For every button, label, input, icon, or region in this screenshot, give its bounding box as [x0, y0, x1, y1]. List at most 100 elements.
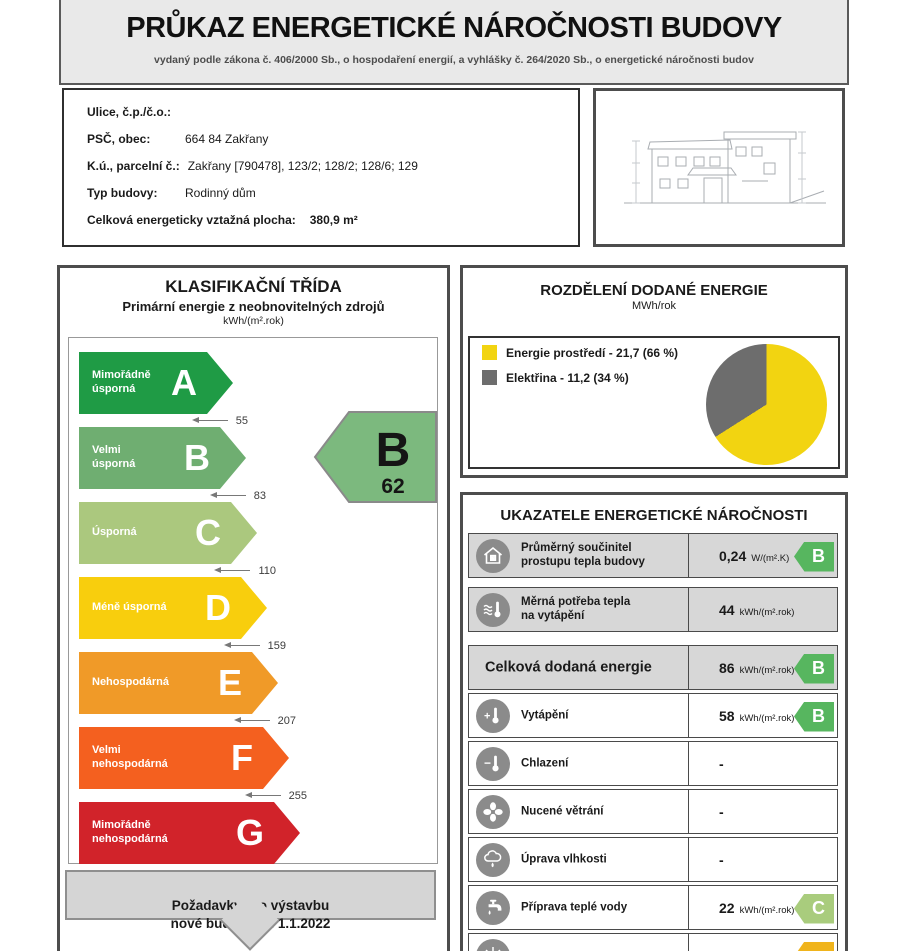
- building-drawing-box: [593, 88, 845, 247]
- svg-text:+: +: [484, 711, 490, 723]
- class-badge: C: [794, 893, 834, 924]
- info-row-city: PSČ, obec: 664 84 Zakřany: [87, 131, 578, 147]
- legend-swatch-gray: [482, 370, 497, 385]
- heating-icon: +: [476, 699, 510, 733]
- info-row-parcel: K.ú., parcelní č.: Zakřany [790478], 123…: [87, 158, 578, 174]
- cooling-icon: −: [476, 747, 510, 781]
- class-badge: B: [794, 701, 834, 732]
- class-badge: [794, 941, 834, 951]
- column-divider: [688, 838, 689, 881]
- humidity-icon: [476, 843, 510, 877]
- band-a-label: Mimořádně úsporná: [92, 369, 151, 395]
- threshold-255: 255: [79, 789, 307, 802]
- band-f: Velmi nehospodárná F: [79, 727, 289, 789]
- classification-unit: kWh/(m².rok): [223, 315, 284, 327]
- band-c-label: Úsporná: [92, 526, 137, 539]
- band-b-letter: B: [184, 437, 210, 478]
- indicator-row-heating: + Vytápění 58 kWh/(m².rok) B: [468, 693, 838, 738]
- indicator-row-ventilation: Nucené větrání -: [468, 789, 838, 834]
- column-divider: [688, 934, 689, 951]
- indicator-row-hot-water: Příprava teplé vody 22 kWh/(m².rok) C: [468, 885, 838, 930]
- rating-value: 62: [381, 475, 404, 498]
- column-divider: [688, 534, 689, 577]
- threshold-55: 55: [79, 414, 248, 427]
- indicator-row-heat-transfer: Průměrný součinitel prostupu tepla budov…: [468, 533, 838, 578]
- threshold-207: 207: [79, 714, 296, 727]
- pie-chart: [706, 344, 827, 465]
- legend-item-environment-energy: Energie prostředí - 21,7 (66 %): [482, 345, 678, 360]
- page-subtitle: vydaný podle zákona č. 406/2000 Sb., o h…: [154, 54, 754, 66]
- info-value: 380,9 m²: [309, 213, 358, 227]
- new-building-requirements-box: Požadavky pro výstavbu nové budovy od 1.…: [65, 870, 436, 951]
- band-e-label: Nehospodárná: [92, 676, 170, 689]
- class-badge: B: [794, 653, 834, 684]
- column-divider: [688, 790, 689, 833]
- info-row-street: Ulice, č.p./č.o.:: [87, 104, 578, 120]
- page-title: PRŮKAZ ENERGETICKÉ NÁROČNOSTI BUDOVY: [126, 12, 782, 44]
- building-info-box: Ulice, č.p./č.o.: PSČ, obec: 664 84 Zakř…: [62, 88, 580, 247]
- info-label: Ulice, č.p./č.o.:: [87, 105, 172, 119]
- classification-subtitle: Primární energie z neobnovitelných zdroj…: [122, 299, 385, 314]
- indicator-row-lighting: [468, 933, 838, 951]
- band-e: Nehospodárná E: [79, 652, 278, 714]
- class-badge: B: [794, 541, 834, 572]
- info-value: 664 84 Zakřany: [185, 132, 269, 146]
- band-g: Mimořádně nehospodárná G: [79, 802, 300, 864]
- band-d-label: Méně úsporná: [92, 601, 167, 614]
- classification-box: KLASIFIKAČNÍ TŘÍDA Primární energie z ne…: [57, 265, 450, 951]
- column-divider: [688, 742, 689, 785]
- column-divider: [688, 694, 689, 737]
- column-divider: [688, 886, 689, 929]
- band-c-letter: C: [195, 512, 221, 553]
- classification-scale: Mimořádně úsporná A 55 Velmi úsporná B 8…: [68, 337, 438, 864]
- info-label: PSČ, obec:: [87, 132, 151, 146]
- rating-arrow-shape: [313, 411, 437, 503]
- band-c: Úsporná C: [79, 502, 257, 564]
- pie-chart-panel: Energie prostředí - 21,7 (66 %) Elektřin…: [468, 336, 840, 469]
- left-arrow-icon: [214, 566, 251, 573]
- left-arrow-icon: [233, 716, 270, 723]
- info-value: Zakřany [790478], 123/2; 128/2; 128/6; 1…: [187, 159, 418, 173]
- indicators-title: UKAZATELE ENERGETICKÉ NÁROČNOSTI: [500, 507, 808, 524]
- threshold-83: 83: [79, 489, 266, 502]
- indicator-row-cooling: − Chlazení -: [468, 741, 838, 786]
- building-elevation-drawing: [624, 131, 826, 204]
- column-divider: [688, 646, 689, 689]
- band-f-label: Velmi nehospodárná: [92, 744, 168, 770]
- rating-arrow: B 62: [313, 411, 437, 503]
- indicators-box: UKAZATELE ENERGETICKÉ NÁROČNOSTI Průměrn…: [460, 492, 848, 951]
- svg-text:−: −: [484, 756, 491, 770]
- energy-distribution-unit: MWh/rok: [632, 300, 676, 312]
- info-label: K.ú., parcelní č.:: [87, 159, 180, 173]
- band-a: Mimořádně úsporná A: [79, 352, 233, 414]
- info-row-building-type: Typ budovy: Rodinný dům: [87, 185, 578, 201]
- left-arrow-icon: [244, 791, 281, 798]
- band-g-letter: G: [235, 812, 264, 853]
- info-row-floor-area: Celková energeticky vztažná plocha: 380,…: [87, 212, 578, 228]
- band-d-letter: D: [205, 587, 231, 628]
- legend-swatch-yellow: [482, 345, 497, 360]
- house-icon: [476, 539, 510, 573]
- certificate-header: PRŮKAZ ENERGETICKÉ NÁROČNOSTI BUDOVY vyd…: [59, 0, 849, 85]
- hot-water-icon: [476, 891, 510, 925]
- threshold-110: 110: [79, 564, 276, 577]
- indicator-row-humidity: Úprava vlhkosti -: [468, 837, 838, 882]
- info-label: Typ budovy:: [87, 186, 158, 200]
- left-arrow-icon: [191, 416, 228, 423]
- left-arrow-icon: [209, 491, 246, 498]
- heat-demand-icon: [476, 593, 510, 627]
- info-label: Celková energeticky vztažná plocha:: [87, 213, 296, 227]
- energy-distribution-title: ROZDĚLENÍ DODANÉ ENERGIE: [540, 282, 768, 299]
- indicator-row-heat-demand: Měrná potřeba tepla na vytápění 44 kWh/(…: [468, 587, 838, 632]
- indicator-row-total-delivered-energy: Celková dodaná energie 86 kWh/(m².rok) B: [468, 645, 838, 690]
- energy-distribution-box: ROZDĚLENÍ DODANÉ ENERGIE MWh/rok Energie…: [460, 265, 848, 478]
- rating-letter: B: [376, 424, 411, 477]
- info-value: Rodinný dům: [185, 186, 256, 200]
- classification-title: KLASIFIKAČNÍ TŘÍDA: [165, 277, 342, 296]
- band-e-letter: E: [217, 662, 242, 703]
- band-b-label: Velmi úsporná: [92, 444, 136, 470]
- threshold-159: 159: [79, 639, 286, 652]
- band-b: Velmi úsporná B: [79, 427, 246, 489]
- left-arrow-icon: [223, 641, 260, 648]
